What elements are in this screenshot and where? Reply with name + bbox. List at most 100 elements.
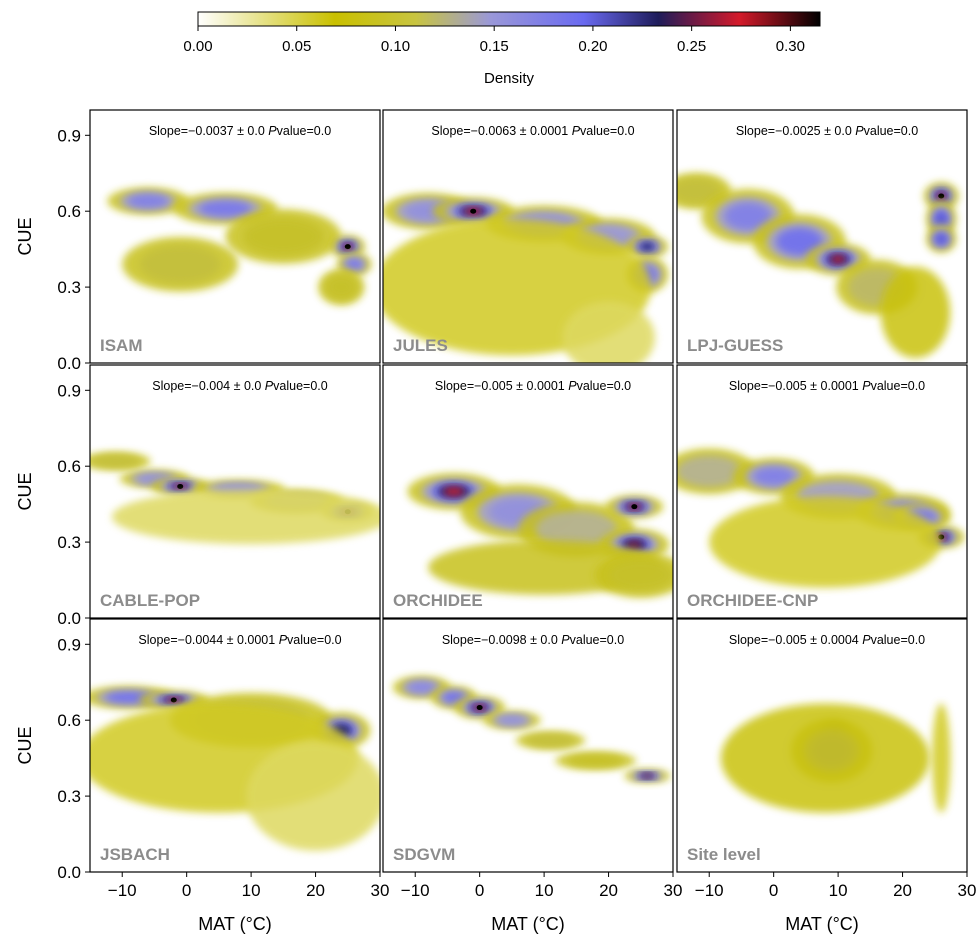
density-peak bbox=[177, 483, 184, 489]
density-region bbox=[724, 202, 772, 230]
density-peak bbox=[938, 193, 945, 199]
y-tick-label: 0.3 bbox=[57, 278, 81, 297]
x-tick-label: 20 bbox=[306, 881, 325, 900]
density-region bbox=[242, 217, 324, 256]
density-region bbox=[111, 489, 380, 545]
density-region bbox=[608, 559, 673, 591]
model-label: JULES bbox=[393, 336, 448, 355]
density-region bbox=[935, 212, 947, 226]
y-tick-label: 0.0 bbox=[57, 863, 81, 882]
panel-frame bbox=[676, 364, 968, 619]
x-axis-label: MAT (°C) bbox=[491, 914, 565, 934]
panel-jsbach: 0.0 0.3 0.6 0.9 −10 0 10 20 30 Slope=−0.0044 ± 0.… bbox=[57, 618, 390, 900]
y-tick-label: 0.3 bbox=[57, 787, 81, 806]
y-tick-label: 0.9 bbox=[57, 635, 81, 654]
colorbar-swatch bbox=[197, 11, 821, 27]
y-tick-label: 0.9 bbox=[57, 126, 81, 145]
y-axis-label: CUE bbox=[15, 472, 35, 510]
slope-annotation: Slope=−0.0037 ± 0.0 Pvalue=0.0 bbox=[149, 124, 331, 138]
y-tick-label: 0.6 bbox=[57, 711, 81, 730]
density-peak bbox=[470, 208, 477, 214]
y-axis-label: CUE bbox=[15, 726, 35, 764]
panel-jules: Slope=−0.0063 ± 0.0001 Pvalue=0.0 JULES bbox=[382, 109, 674, 364]
density-region bbox=[830, 255, 846, 263]
x-tick-label: −10 bbox=[108, 881, 137, 900]
density-region bbox=[720, 703, 930, 813]
colorbar-label: Density bbox=[484, 70, 535, 87]
y-tick-label: 0.0 bbox=[57, 354, 81, 373]
panel-frame bbox=[89, 618, 381, 873]
x-tick-label: 10 bbox=[829, 881, 848, 900]
density-region bbox=[753, 467, 794, 486]
panel-frame bbox=[676, 109, 968, 364]
model-label: JSBACH bbox=[100, 845, 170, 864]
panel-lpj-guess: Slope=−0.0025 ± 0.0 Pvalue=0.0 LPJ-GUESS bbox=[676, 109, 968, 364]
density-peak bbox=[476, 705, 483, 711]
model-label: ORCHIDEE bbox=[393, 591, 483, 610]
slope-annotation: Slope=−0.005 ± 0.0001 Pvalue=0.0 bbox=[435, 379, 631, 393]
x-tick-label: 0 bbox=[475, 881, 484, 900]
density-region bbox=[776, 227, 823, 256]
y-tick-label: 0.3 bbox=[57, 533, 81, 552]
x-axis-label: MAT (°C) bbox=[198, 914, 272, 934]
density-region bbox=[127, 194, 169, 208]
panel-frame bbox=[382, 618, 674, 873]
colorbar-tick-label: 0.20 bbox=[578, 38, 607, 55]
panel-frame bbox=[89, 109, 381, 364]
colorbar-tick-label: 0.30 bbox=[776, 38, 805, 55]
density-region bbox=[442, 691, 466, 704]
panel-frame bbox=[382, 109, 674, 364]
density-region bbox=[245, 741, 380, 851]
colorbar-tick-label: 0.10 bbox=[381, 38, 410, 55]
panel-site-level: −10 0 10 20 30 Slope=−0.005 ± 0.0004 Pvalue=0… bbox=[676, 618, 976, 900]
colorbar-tick-label: 0.00 bbox=[183, 38, 212, 55]
slope-annotation: Slope=−0.0063 ± 0.0001 Pvalue=0.0 bbox=[431, 124, 634, 138]
x-tick-label: 20 bbox=[893, 881, 912, 900]
panel-cable-pop: 0.0 0.3 0.6 0.9 Slope=−0.004 ± 0.0 Pvalue=0.… bbox=[57, 364, 381, 628]
slope-annotation: Slope=−0.004 ± 0.0 Pvalue=0.0 bbox=[152, 379, 327, 393]
density-region bbox=[535, 510, 617, 549]
density-region bbox=[642, 773, 653, 778]
slope-annotation: Slope=−0.005 ± 0.0001 Pvalue=0.0 bbox=[729, 379, 925, 393]
slope-annotation: Slope=−0.0098 ± 0.0 Pvalue=0.0 bbox=[442, 633, 624, 647]
density-region bbox=[497, 715, 527, 725]
density-region bbox=[626, 541, 642, 549]
density-region bbox=[139, 245, 221, 284]
density-region bbox=[407, 681, 437, 694]
panel-frame bbox=[676, 618, 968, 873]
colorbar: 0.00 0.05 0.10 0.15 0.20 0.25 0.30 Density bbox=[183, 11, 821, 87]
panel-sdgvm: −10 0 10 20 30 Slope=−0.0098 ± 0.0 Pvalue=0.0… bbox=[382, 618, 682, 900]
slope-annotation: Slope=−0.005 ± 0.0004 Pvalue=0.0 bbox=[729, 633, 925, 647]
slope-annotation: Slope=−0.0025 ± 0.0 Pvalue=0.0 bbox=[736, 124, 918, 138]
x-tick-label: 0 bbox=[769, 881, 778, 900]
density-region bbox=[677, 178, 721, 204]
density-region bbox=[639, 242, 655, 251]
model-label: LPJ-GUESS bbox=[687, 336, 783, 355]
x-tick-label: 30 bbox=[371, 881, 390, 900]
density-region bbox=[709, 496, 942, 588]
y-axis-label: CUE bbox=[15, 217, 35, 255]
x-tick-label: 0 bbox=[182, 881, 191, 900]
colorbar-tick-label: 0.25 bbox=[677, 38, 706, 55]
x-tick-label: −10 bbox=[401, 881, 430, 900]
density-peak bbox=[344, 244, 351, 250]
density-region bbox=[345, 258, 363, 271]
density-peak bbox=[170, 697, 177, 703]
y-tick-label: 0.9 bbox=[57, 381, 81, 400]
density-region bbox=[567, 754, 625, 768]
panel-frame bbox=[382, 364, 674, 619]
y-tick-label: 0.6 bbox=[57, 457, 81, 476]
density-region bbox=[526, 734, 575, 747]
x-tick-label: 20 bbox=[599, 881, 618, 900]
density-region bbox=[935, 234, 947, 244]
panel-frame bbox=[89, 364, 381, 619]
y-tick-label: 0.6 bbox=[57, 202, 81, 221]
density-region bbox=[931, 703, 951, 813]
density-region bbox=[199, 200, 252, 217]
density-region bbox=[677, 455, 742, 488]
density-peak bbox=[631, 504, 638, 510]
model-label: ORCHIDEE-CNP bbox=[687, 591, 818, 610]
panel-isam: 0.0 0.3 0.6 0.9 Slope=−0.0037 ± 0.0 Pvalue=0… bbox=[57, 109, 381, 373]
slope-annotation: Slope=−0.0044 ± 0.0001 Pvalue=0.0 bbox=[138, 633, 341, 647]
model-label: Site level bbox=[687, 845, 761, 864]
